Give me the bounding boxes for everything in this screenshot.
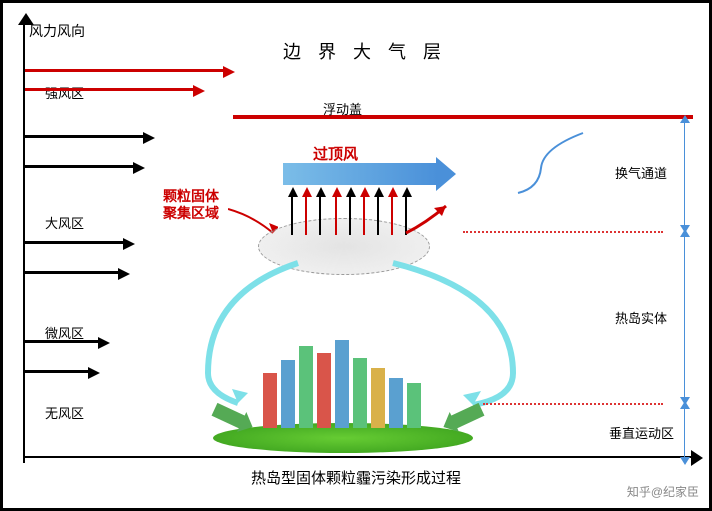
wind-arrow xyxy=(25,135,145,138)
axis-label: 风力风向 xyxy=(29,21,85,41)
particle-zone-label: 颗粒固体 聚集区域 xyxy=(163,188,219,222)
deflect-arrow xyxy=(401,198,461,238)
boundary-title: 边 界 大 气 层 xyxy=(283,38,447,64)
building xyxy=(353,358,367,428)
float-cap-label: 浮动盖 xyxy=(323,99,362,118)
rising-arrow xyxy=(319,195,321,235)
building xyxy=(299,346,313,428)
building xyxy=(371,368,385,428)
dotline-upper xyxy=(463,231,663,233)
exchange-curve xyxy=(513,128,603,203)
wind-arrow xyxy=(25,271,120,274)
building xyxy=(281,360,295,428)
building xyxy=(263,373,277,428)
wind-zone-label: 大风区 xyxy=(45,213,84,232)
particle-l1: 颗粒固体 xyxy=(163,188,219,204)
building xyxy=(335,340,349,428)
float-cap-line xyxy=(233,115,693,119)
bracket-vertical xyxy=(684,407,685,459)
island-label: 热岛实体 xyxy=(615,308,667,327)
rising-arrow xyxy=(391,195,393,235)
rising-arrow xyxy=(305,195,307,235)
city-block xyxy=(213,333,473,453)
rising-arrow xyxy=(349,195,351,235)
watermark: 知乎@纪家臣 xyxy=(627,483,699,500)
vertical-label: 垂直运动区 xyxy=(609,423,674,442)
wind-zone-label: 强风区 xyxy=(45,83,84,102)
bracket-island xyxy=(684,235,685,399)
caption: 热岛型固体颗粒霾污染形成过程 xyxy=(3,467,709,488)
particle-l2: 聚集区域 xyxy=(163,205,219,221)
top-wind-label: 过顶风 xyxy=(313,143,358,164)
wind-arrow xyxy=(25,69,225,72)
building xyxy=(317,353,331,428)
rising-arrow xyxy=(363,195,365,235)
top-wind-arrow xyxy=(283,163,438,185)
rising-arrow xyxy=(335,195,337,235)
building xyxy=(407,383,421,428)
dotline-lower xyxy=(483,403,663,405)
rising-arrow xyxy=(377,195,379,235)
x-axis xyxy=(23,456,693,458)
building xyxy=(389,378,403,428)
wind-arrow xyxy=(25,370,90,373)
diagram-frame: 风力风向 边 界 大 气 层 强风区大风区微风区无风区 浮动盖 过顶风 颗粒固体… xyxy=(0,0,712,511)
wind-zone-label: 微风区 xyxy=(45,323,84,342)
wind-arrow xyxy=(25,241,125,244)
wind-arrow xyxy=(25,88,195,91)
wind-arrow xyxy=(25,165,135,168)
bracket-exchange xyxy=(684,121,685,227)
exchange-label: 换气通道 xyxy=(615,163,667,182)
wind-zone-label: 无风区 xyxy=(45,403,84,422)
rising-arrow xyxy=(291,195,293,235)
